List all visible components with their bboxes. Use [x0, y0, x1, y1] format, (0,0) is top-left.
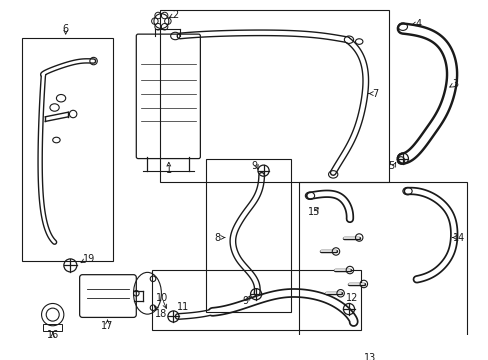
Bar: [205, 159, 291, 312]
Text: 10: 10: [156, 293, 168, 303]
Text: 17: 17: [101, 321, 113, 331]
Bar: [22, 38, 113, 261]
Text: 16: 16: [46, 330, 59, 340]
Text: 5: 5: [388, 161, 394, 171]
Text: 12: 12: [345, 293, 357, 303]
Text: 1: 1: [165, 165, 171, 175]
Text: 3: 3: [452, 79, 458, 89]
Text: 2: 2: [172, 10, 178, 20]
Text: 9: 9: [242, 296, 247, 306]
Text: 6: 6: [62, 23, 69, 33]
Text: 13: 13: [364, 353, 376, 360]
Text: 9: 9: [251, 161, 257, 171]
Text: 8: 8: [214, 233, 220, 243]
Bar: [160, 10, 388, 182]
Text: 4: 4: [415, 19, 421, 29]
Bar: [152, 270, 360, 330]
Bar: [298, 182, 466, 360]
Text: 14: 14: [451, 233, 464, 243]
Text: 7: 7: [371, 89, 377, 99]
Text: 18: 18: [155, 309, 167, 319]
Text: 19: 19: [82, 254, 95, 264]
Text: 11: 11: [176, 302, 188, 312]
Bar: [43, 324, 62, 331]
Text: 15: 15: [308, 207, 320, 217]
